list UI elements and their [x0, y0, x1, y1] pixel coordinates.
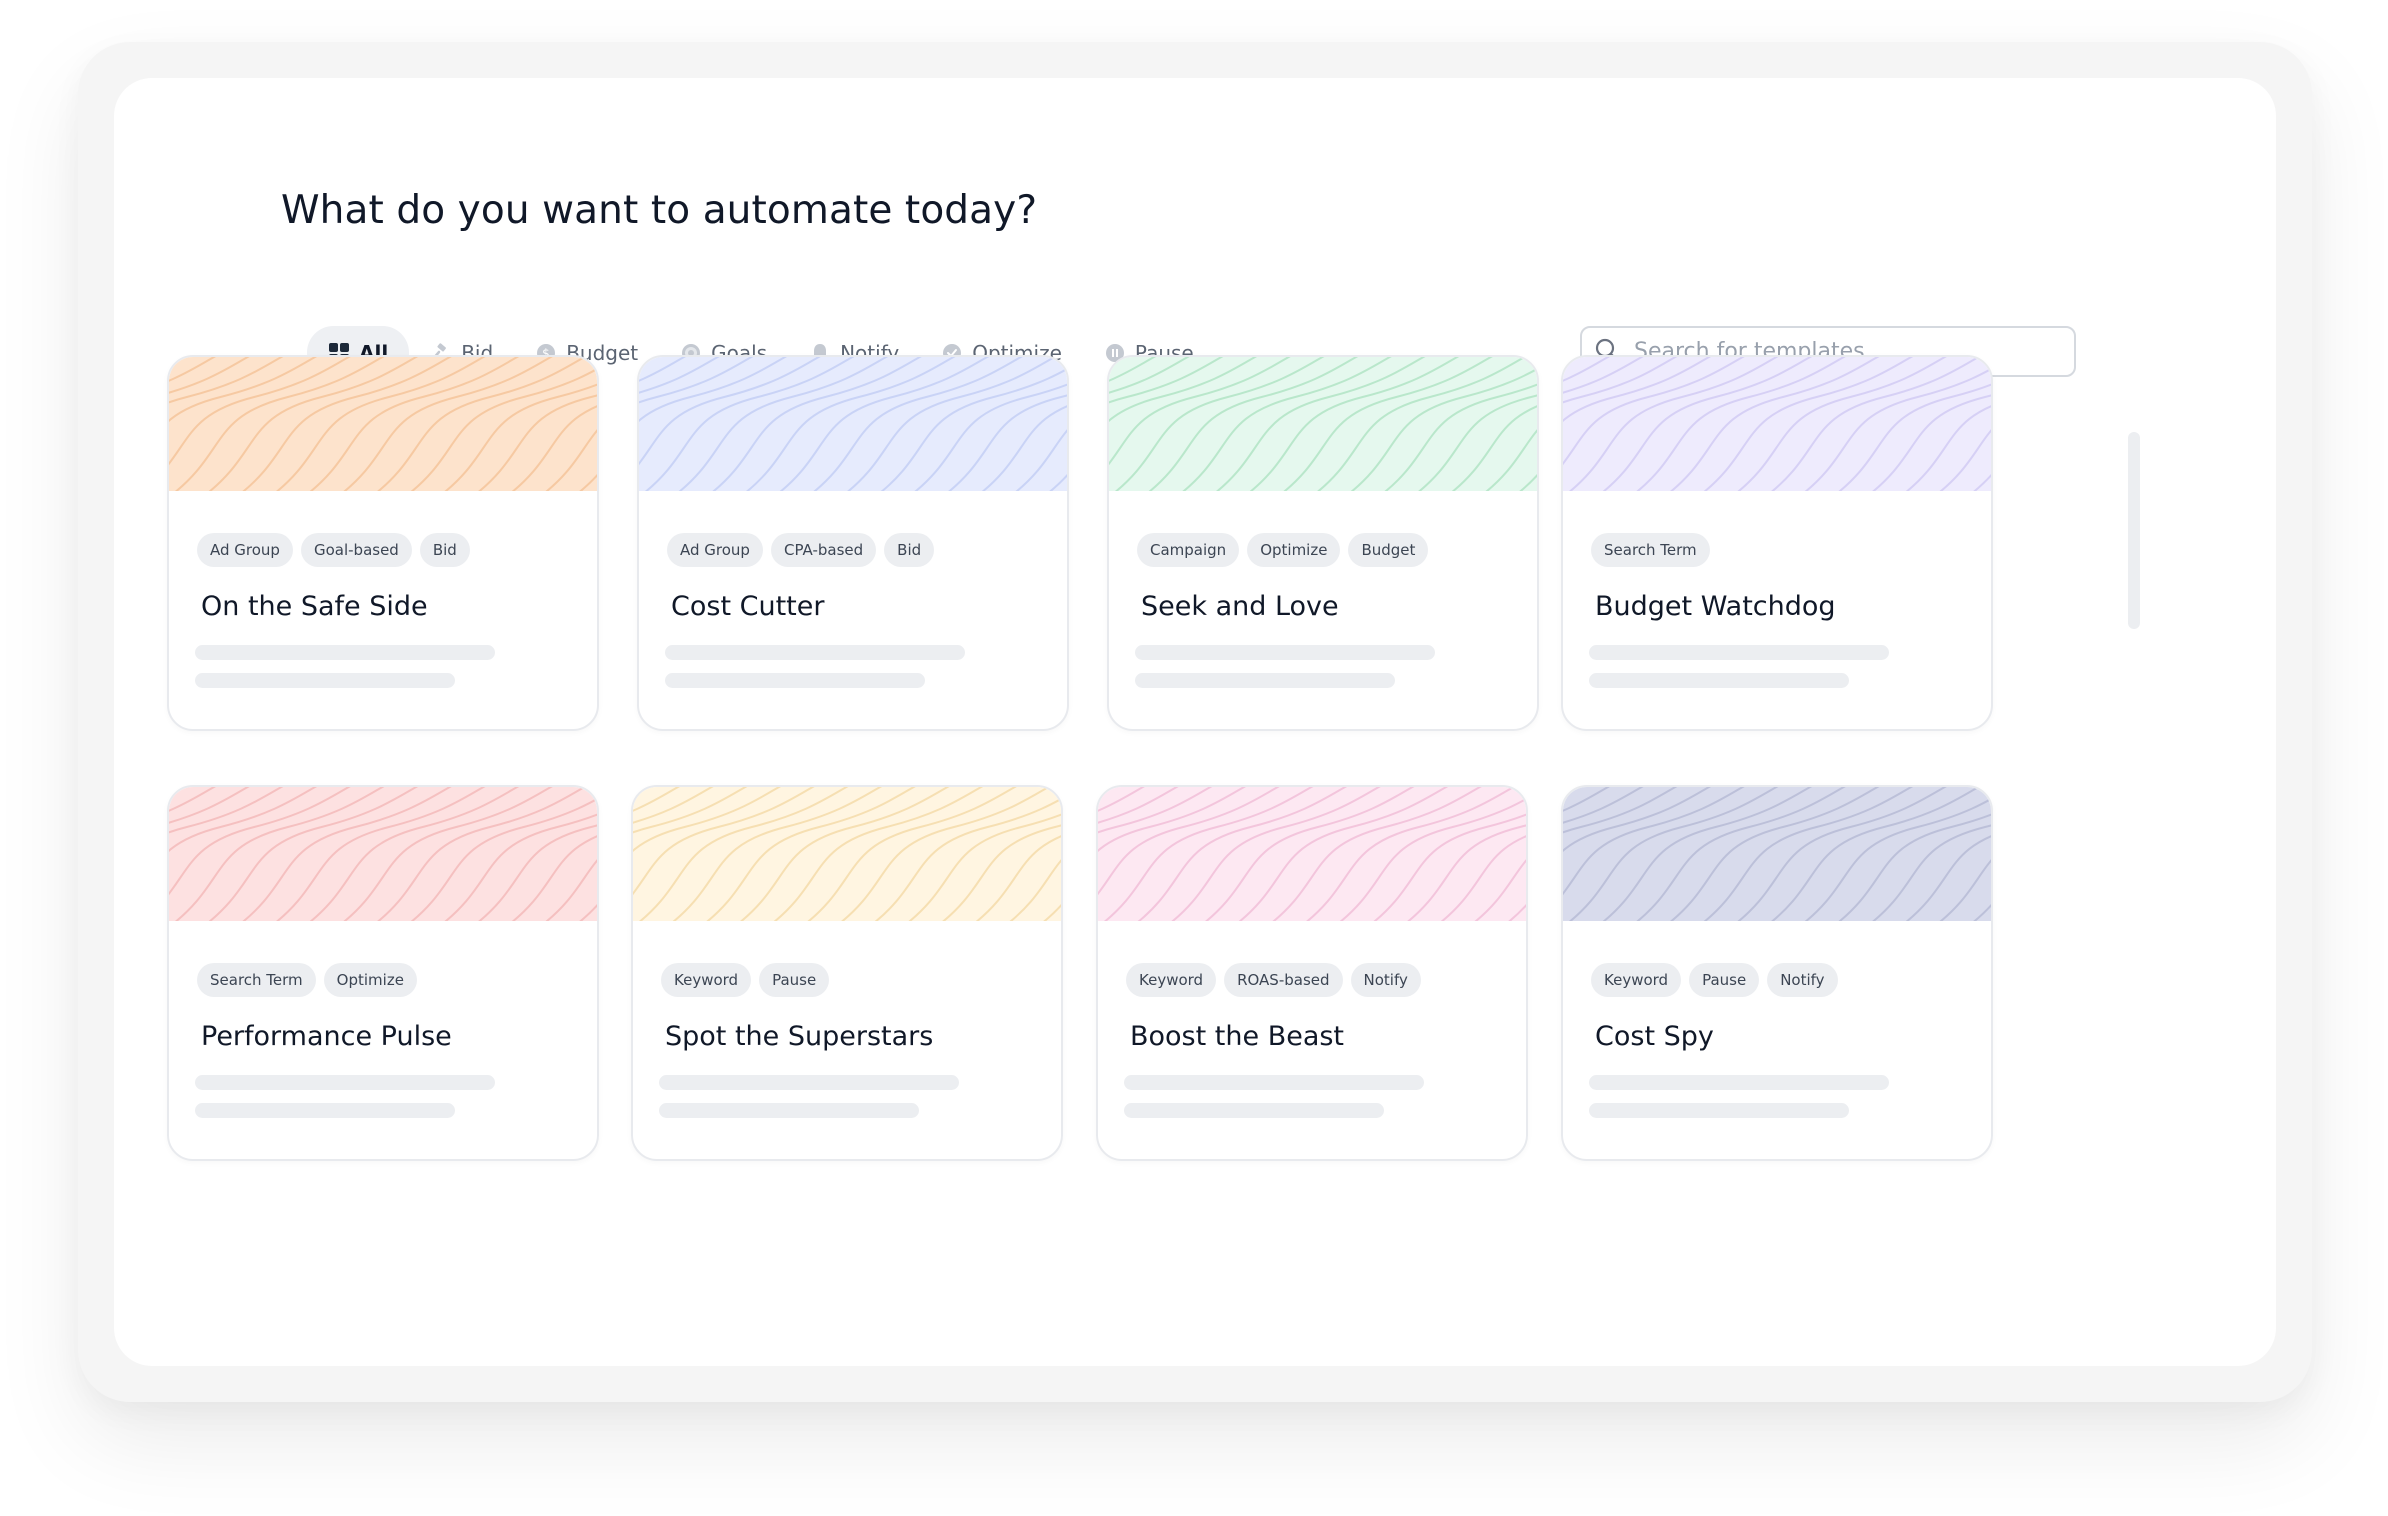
description-placeholder-line: [195, 1103, 455, 1118]
card-banner-pattern: [633, 787, 1061, 921]
card-tags: Search Term: [1591, 533, 1710, 567]
card-tag: Keyword: [1126, 963, 1217, 997]
card-banner-pattern: [1098, 787, 1526, 921]
description-placeholder-line: [1124, 1103, 1384, 1118]
description-placeholder-line: [659, 1103, 919, 1118]
card-title: Seek and Love: [1141, 591, 1339, 622]
card-tag: Search Term: [1591, 533, 1710, 567]
card-tags: Ad Group Goal-based Bid: [197, 533, 470, 567]
page-title: What do you want to automate today?: [281, 188, 1038, 233]
filter-budget[interactable]: $ Budget: [514, 326, 659, 379]
card-tag: Optimize: [1247, 533, 1341, 567]
card-tags: Keyword Pause Notify: [1591, 963, 1838, 997]
card-title: Budget Watchdog: [1595, 591, 1836, 622]
description-placeholder-line: [195, 673, 455, 688]
card-tag: Campaign: [1137, 533, 1240, 567]
template-card[interactable]: Keyword Pause Notify Cost Spy: [1561, 785, 1993, 1161]
card-tag: CPA-based: [770, 533, 877, 567]
card-banner-pattern: [1109, 357, 1537, 491]
card-tag: Search Term: [197, 963, 316, 997]
description-placeholder-line: [1135, 673, 1395, 688]
card-title: Performance Pulse: [201, 1021, 452, 1052]
description-placeholder-line: [1135, 645, 1435, 660]
card-tag: Pause: [1689, 963, 1760, 997]
description-placeholder-line: [1589, 1103, 1849, 1118]
card-tag: Pause: [759, 963, 830, 997]
template-card[interactable]: Keyword Pause Spot the Superstars: [631, 785, 1063, 1161]
svg-text:$: $: [542, 346, 550, 360]
card-tag: Bid: [884, 533, 935, 567]
card-title: On the Safe Side: [201, 591, 428, 622]
card-title: Cost Cutter: [671, 591, 825, 622]
card-tag: Ad Group: [197, 533, 293, 567]
card-tag: Budget: [1348, 533, 1429, 567]
card-tags: Campaign Optimize Budget: [1137, 533, 1429, 567]
card-banner-pattern: [1563, 357, 1991, 491]
card-banner-pattern: [639, 357, 1067, 491]
card-tags: Search Term Optimize: [197, 963, 417, 997]
template-card[interactable]: Ad Group Goal-based Bid On the Safe Side: [167, 355, 599, 731]
description-placeholder-line: [659, 1075, 959, 1090]
card-banner-pattern: [169, 357, 597, 491]
card-tag: Notify: [1350, 963, 1421, 997]
card-tag: Optimize: [323, 963, 417, 997]
scrollbar-thumb[interactable]: [2128, 432, 2140, 629]
card-tag: Ad Group: [667, 533, 763, 567]
description-placeholder-line: [1124, 1075, 1424, 1090]
description-placeholder-line: [1589, 645, 1889, 660]
description-placeholder-line: [665, 673, 925, 688]
card-tag: Keyword: [661, 963, 752, 997]
card-banner-pattern: [1563, 787, 1991, 921]
card-tags: Keyword ROAS-based Notify: [1126, 963, 1421, 997]
card-title: Spot the Superstars: [665, 1021, 934, 1052]
description-placeholder-line: [195, 1075, 495, 1090]
template-card[interactable]: Campaign Optimize Budget Seek and Love: [1107, 355, 1539, 731]
card-title: Cost Spy: [1595, 1021, 1714, 1052]
description-placeholder-line: [665, 645, 965, 660]
description-placeholder-line: [195, 645, 495, 660]
card-tag: Notify: [1767, 963, 1838, 997]
card-tag: Keyword: [1591, 963, 1682, 997]
template-card[interactable]: Search Term Budget Watchdog: [1561, 355, 1993, 731]
card-tags: Keyword Pause: [661, 963, 830, 997]
description-placeholder-line: [1589, 1075, 1889, 1090]
template-card[interactable]: Keyword ROAS-based Notify Boost the Beast: [1096, 785, 1528, 1161]
card-title: Boost the Beast: [1130, 1021, 1345, 1052]
template-card[interactable]: Search Term Optimize Performance Pulse: [167, 785, 599, 1161]
template-card[interactable]: Ad Group CPA-based Bid Cost Cutter: [637, 355, 1069, 731]
card-tag: Bid: [419, 533, 470, 567]
card-tag: Goal-based: [300, 533, 412, 567]
card-tags: Ad Group CPA-based Bid: [667, 533, 935, 567]
description-placeholder-line: [1589, 673, 1849, 688]
card-banner-pattern: [169, 787, 597, 921]
card-tag: ROAS-based: [1224, 963, 1343, 997]
main-panel: What do you want to automate today? All …: [114, 78, 2276, 1366]
